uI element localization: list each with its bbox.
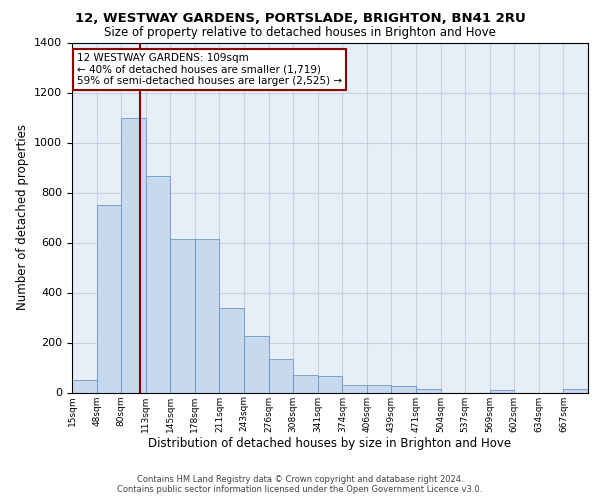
Bar	[97, 205, 121, 392]
Bar	[342, 385, 367, 392]
Bar	[269, 359, 293, 392]
Bar	[293, 375, 318, 392]
Text: 12, WESTWAY GARDENS, PORTSLADE, BRIGHTON, BN41 2RU: 12, WESTWAY GARDENS, PORTSLADE, BRIGHTON…	[74, 12, 526, 26]
Text: Contains HM Land Registry data © Crown copyright and database right 2024.
Contai: Contains HM Land Registry data © Crown c…	[118, 474, 482, 494]
Y-axis label: Number of detached properties: Number of detached properties	[16, 124, 29, 310]
Bar	[72, 380, 97, 392]
Text: 12 WESTWAY GARDENS: 109sqm
← 40% of detached houses are smaller (1,719)
59% of s: 12 WESTWAY GARDENS: 109sqm ← 40% of deta…	[77, 53, 342, 86]
Bar	[416, 389, 440, 392]
Bar	[490, 390, 514, 392]
Bar	[220, 308, 244, 392]
X-axis label: Distribution of detached houses by size in Brighton and Hove: Distribution of detached houses by size …	[148, 437, 512, 450]
Bar	[367, 385, 391, 392]
Bar	[244, 336, 269, 392]
Bar	[195, 239, 220, 392]
Text: Size of property relative to detached houses in Brighton and Hove: Size of property relative to detached ho…	[104, 26, 496, 39]
Bar	[170, 239, 195, 392]
Bar	[318, 376, 342, 392]
Bar	[121, 118, 146, 392]
Bar	[391, 386, 416, 392]
Bar	[563, 389, 588, 392]
Bar	[146, 176, 170, 392]
